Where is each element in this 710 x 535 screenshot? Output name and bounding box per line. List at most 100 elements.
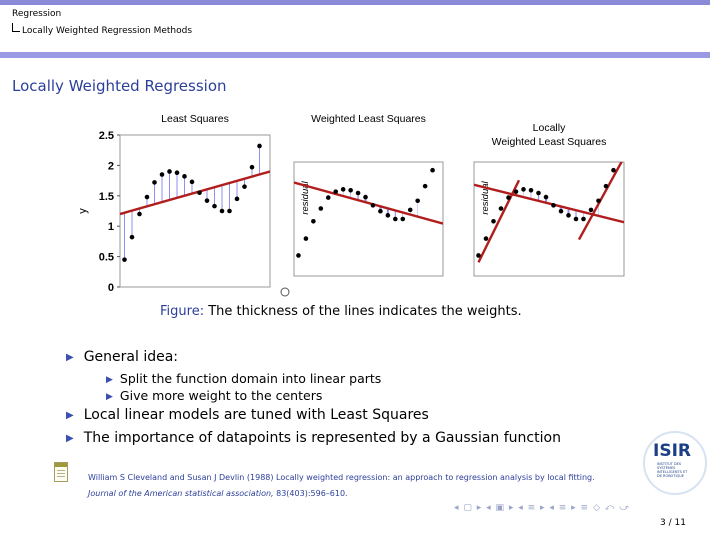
y-tick-label: 2 [108,160,114,172]
chart-title: Least Squares [161,113,229,125]
data-point [311,218,316,224]
data-point [122,257,127,262]
data-point [543,194,549,200]
data-point [197,190,202,196]
data-point [385,213,391,218]
plot-frame [473,161,625,277]
data-point [521,187,526,192]
reference-details: 83(403):596–610. [276,489,348,498]
data-point [242,184,247,189]
breadcrumb-section[interactable]: Regression [12,9,62,19]
breadcrumb-subsection-label: Locally Weighted Regression Methods [22,26,193,36]
data-point [476,253,481,258]
isir-logo: ISIR INSTITUT DES SYSTÈMES INTELLIGENTS … [643,431,707,495]
y-tick-label: 0 [108,282,114,294]
data-point [536,190,541,196]
data-point [603,183,609,189]
data-point [174,170,180,175]
data-point [430,167,435,173]
logo-text: ISIR [653,441,691,461]
data-point [318,206,324,211]
y-axis-label: residual [300,180,311,214]
data-point [152,180,157,185]
data-point [513,189,519,194]
data-point [393,216,398,222]
reference-citation[interactable]: William S Cleveland and Susan J Devlin (… [88,473,595,482]
page-number: 3 / 11 [660,518,686,528]
chart-title-line: Locally [533,122,566,134]
data-point [407,207,413,213]
data-point [227,208,232,214]
data-point [340,187,346,192]
data-point [581,216,586,222]
data-point [355,190,361,196]
bullet-triangle-icon: ▶ [106,375,113,385]
data-point [212,203,217,209]
sub-bullet-text: Split the function domain into linear pa… [119,371,382,386]
data-point [234,196,240,202]
data-point [483,236,489,241]
breadcrumb-subsection[interactable]: Locally Weighted Regression Methods [12,23,192,36]
bullet-text: The importance of datapoints is represen… [83,430,561,446]
sub-bullet-item: ▶ Split the function domain into linear p… [106,371,381,386]
reference-journal: Journal of the American statistical asso… [88,489,348,498]
zoom-icon [280,287,290,297]
data-point [129,234,135,240]
figure: Least Squares 0 0.5 1 1.5 2 2.5 y Weighted Least… [77,105,643,300]
data-point [573,216,579,222]
data-point [506,195,511,200]
bullet-item: ▶ General idea: [66,349,178,365]
beamer-navigation-controls[interactable]: ◂ ▢ ▸ ◂ ▣ ▸ ◂ ≡ ▸ ◂ ≡ ▸ ≡ ◇ ⤺ ⤻ [454,503,630,513]
data-point [596,198,601,204]
y-axis-label: residual [480,180,491,214]
sub-bullet-item: ▶ Give more weight to the centers [106,388,322,403]
data-point [189,179,195,185]
frame-title: Locally Weighted Regression [12,77,227,95]
y-tick-label: 0.5 [99,252,114,264]
data-point [159,172,165,177]
data-point [249,164,255,170]
fit-line [577,162,623,241]
chart-title-line: Weighted Least Squares [492,136,607,148]
data-point [378,208,383,214]
plot-frame [119,134,271,288]
sub-bullet-text: Give more weight to the centers [119,388,323,403]
bullet-triangle-icon: ▶ [106,392,113,402]
header-bar [0,0,710,5]
bullet-triangle-icon: ▶ [66,352,74,363]
bullet-triangle-icon: ▶ [66,410,74,421]
data-point [333,189,339,194]
data-point [422,183,428,189]
bullet-item: ▶ Local linear models are tuned with Leas… [66,407,429,423]
data-point [400,216,406,222]
data-point [558,208,564,214]
fit-line [120,170,270,216]
title-separator-bar [0,52,710,58]
data-point [566,213,571,218]
tree-corner-icon [12,23,20,32]
data-point [491,218,496,224]
figure-caption-text: The thickness of the lines indicates the… [208,304,522,319]
data-point [167,169,172,174]
document-icon [54,462,68,482]
data-point [348,187,353,193]
data-point [370,203,376,208]
figure-caption: Figure: The thickness of the lines indic… [160,304,522,319]
data-point [219,208,225,214]
figure-charts: Least Squares 0 0.5 1 1.5 2 2.5 y Weighted Least… [77,113,625,297]
data-point [182,174,187,179]
data-point [296,253,301,258]
data-point [528,187,534,193]
y-tick-label: 1 [108,221,114,233]
data-point [363,194,368,200]
plot-frame [293,161,444,277]
bullet-triangle-icon: ▶ [66,433,74,444]
data-point [588,207,594,213]
chart-title: Weighted Least Squares [311,113,426,125]
y-axis-label: y [78,208,89,214]
data-point [325,195,331,200]
bullet-text: General idea: [83,349,179,365]
data-point [415,198,420,204]
figure-label: Figure: [160,304,205,319]
data-point [551,203,556,208]
